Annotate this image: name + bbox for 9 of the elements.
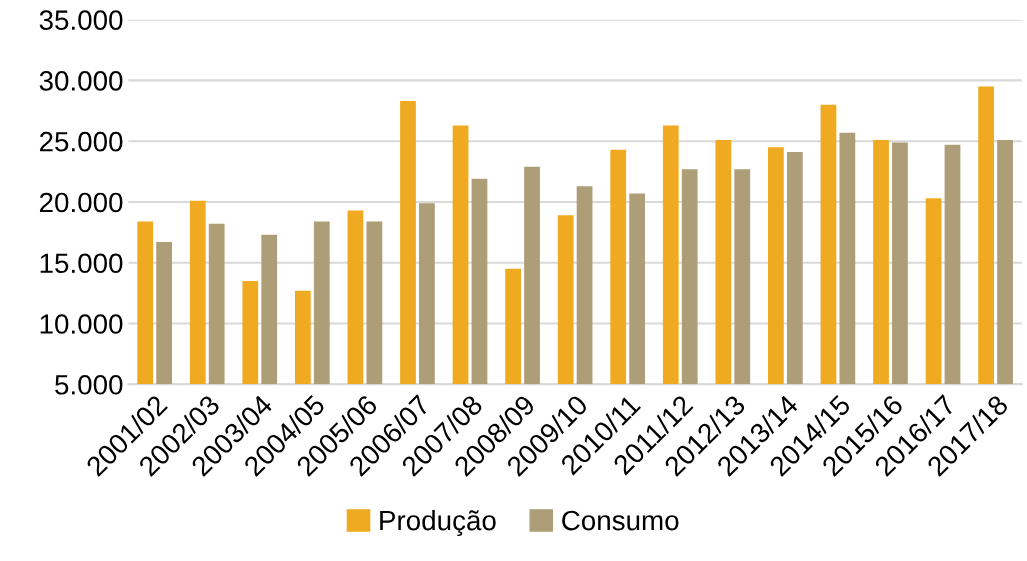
y-tick-label: 15.000 (40, 253, 123, 274)
y-tick-label: 20.000 (39, 192, 123, 213)
y-tick-label: 35.000 (39, 10, 123, 30)
y-tick-label: 5.000 (55, 374, 123, 395)
y-tick-label: 30.000 (39, 71, 123, 91)
legend-label: Produção (380, 509, 496, 536)
y-tick-label: 25.000 (39, 131, 123, 152)
y-tick-label: 10.000 (40, 314, 123, 334)
legend-label: Consumo (562, 510, 679, 531)
